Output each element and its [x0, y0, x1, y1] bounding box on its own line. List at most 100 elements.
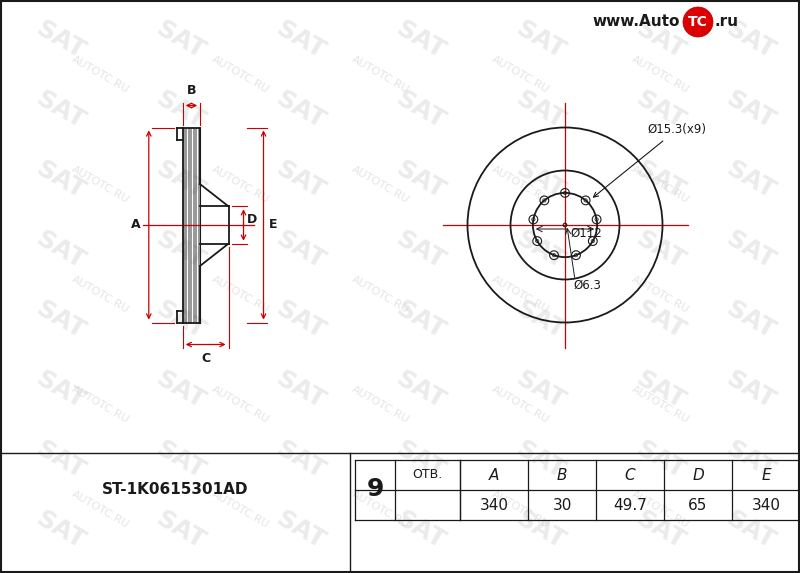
Text: SAT: SAT [31, 156, 89, 203]
Text: SAT: SAT [31, 87, 89, 134]
Text: SAT: SAT [271, 17, 329, 64]
Text: SAT: SAT [631, 296, 689, 343]
Text: TC: TC [688, 15, 708, 29]
Text: Ø6.3: Ø6.3 [573, 278, 601, 292]
Text: SAT: SAT [271, 437, 329, 484]
Text: AUTOTC.RU: AUTOTC.RU [350, 384, 410, 426]
Text: AUTOTC.RU: AUTOTC.RU [630, 489, 690, 531]
Text: SAT: SAT [151, 156, 209, 203]
Text: AUTOTC.RU: AUTOTC.RU [210, 164, 270, 206]
Text: SAT: SAT [271, 507, 329, 554]
Text: SAT: SAT [631, 156, 689, 203]
Text: SAT: SAT [631, 17, 689, 64]
Text: AUTOTC.RU: AUTOTC.RU [70, 164, 130, 206]
Text: SAT: SAT [631, 507, 689, 554]
Text: www.Auto: www.Auto [593, 14, 680, 29]
Text: E: E [761, 468, 771, 482]
Text: AUTOTC.RU: AUTOTC.RU [350, 54, 410, 96]
Text: ST-1K0615301AD: ST-1K0615301AD [102, 482, 248, 497]
Text: 49.7: 49.7 [613, 497, 647, 512]
Text: AUTOTC.RU: AUTOTC.RU [630, 54, 690, 96]
Text: AUTOTC.RU: AUTOTC.RU [70, 489, 130, 531]
Text: SAT: SAT [722, 156, 778, 203]
Text: D: D [246, 213, 257, 226]
Text: AUTOTC.RU: AUTOTC.RU [630, 384, 690, 426]
Text: SAT: SAT [631, 226, 689, 273]
Text: SAT: SAT [31, 226, 89, 273]
Text: SAT: SAT [391, 156, 449, 203]
Text: ОТВ.: ОТВ. [412, 469, 442, 481]
Text: D: D [692, 468, 704, 482]
Text: SAT: SAT [631, 437, 689, 484]
Text: AUTOTC.RU: AUTOTC.RU [70, 54, 130, 96]
Text: SAT: SAT [722, 367, 778, 414]
Text: SAT: SAT [511, 437, 569, 484]
Text: AUTOTC.RU: AUTOTC.RU [70, 274, 130, 316]
Text: AUTOTC.RU: AUTOTC.RU [70, 384, 130, 426]
Text: SAT: SAT [511, 507, 569, 554]
Text: SAT: SAT [271, 367, 329, 414]
Text: Ø112: Ø112 [570, 226, 602, 240]
Text: SAT: SAT [722, 17, 778, 64]
Text: AUTOTC.RU: AUTOTC.RU [630, 274, 690, 316]
Text: SAT: SAT [391, 226, 449, 273]
Text: SAT: SAT [511, 367, 569, 414]
Text: AUTOTC.RU: AUTOTC.RU [490, 489, 550, 531]
Text: SAT: SAT [31, 437, 89, 484]
Text: AUTOTC.RU: AUTOTC.RU [350, 489, 410, 531]
Text: AUTOTC.RU: AUTOTC.RU [490, 54, 550, 96]
Text: A: A [489, 468, 499, 482]
Text: SAT: SAT [391, 507, 449, 554]
Text: B: B [557, 468, 567, 482]
Text: SAT: SAT [31, 17, 89, 64]
Text: .ru: .ru [715, 14, 739, 29]
Text: SAT: SAT [722, 296, 778, 343]
Text: 340: 340 [751, 497, 781, 512]
Text: SAT: SAT [631, 367, 689, 414]
Text: SAT: SAT [722, 226, 778, 273]
Text: SAT: SAT [271, 296, 329, 343]
Text: A: A [131, 218, 141, 231]
Text: AUTOTC.RU: AUTOTC.RU [350, 164, 410, 206]
Text: SAT: SAT [271, 156, 329, 203]
Text: AUTOTC.RU: AUTOTC.RU [350, 274, 410, 316]
Text: AUTOTC.RU: AUTOTC.RU [210, 54, 270, 96]
Text: SAT: SAT [511, 156, 569, 203]
Text: C: C [625, 468, 635, 482]
Text: AUTOTC.RU: AUTOTC.RU [490, 274, 550, 316]
Text: SAT: SAT [391, 367, 449, 414]
Circle shape [683, 7, 713, 37]
Text: SAT: SAT [722, 87, 778, 134]
Text: E: E [269, 218, 277, 231]
Text: SAT: SAT [511, 17, 569, 64]
Text: SAT: SAT [722, 507, 778, 554]
Text: SAT: SAT [31, 507, 89, 554]
Text: SAT: SAT [391, 437, 449, 484]
Text: AUTOTC.RU: AUTOTC.RU [630, 164, 690, 206]
Text: SAT: SAT [151, 87, 209, 134]
Text: AUTOTC.RU: AUTOTC.RU [210, 384, 270, 426]
Text: 30: 30 [552, 497, 572, 512]
Text: SAT: SAT [151, 507, 209, 554]
Text: SAT: SAT [511, 87, 569, 134]
Text: SAT: SAT [511, 296, 569, 343]
Text: AUTOTC.RU: AUTOTC.RU [210, 489, 270, 531]
Text: SAT: SAT [31, 296, 89, 343]
Text: 9: 9 [366, 477, 384, 501]
Text: 340: 340 [479, 497, 509, 512]
Text: SAT: SAT [151, 17, 209, 64]
Text: SAT: SAT [151, 296, 209, 343]
Text: AUTOTC.RU: AUTOTC.RU [210, 274, 270, 316]
Text: SAT: SAT [271, 87, 329, 134]
Text: SAT: SAT [31, 367, 89, 414]
Text: Ø15.3(x9): Ø15.3(x9) [594, 124, 706, 197]
Text: SAT: SAT [511, 226, 569, 273]
Text: SAT: SAT [722, 437, 778, 484]
Text: B: B [186, 84, 196, 97]
Text: 65: 65 [688, 497, 708, 512]
Text: SAT: SAT [631, 87, 689, 134]
Text: SAT: SAT [391, 17, 449, 64]
Text: SAT: SAT [151, 367, 209, 414]
Text: C: C [201, 352, 210, 366]
Text: SAT: SAT [391, 87, 449, 134]
